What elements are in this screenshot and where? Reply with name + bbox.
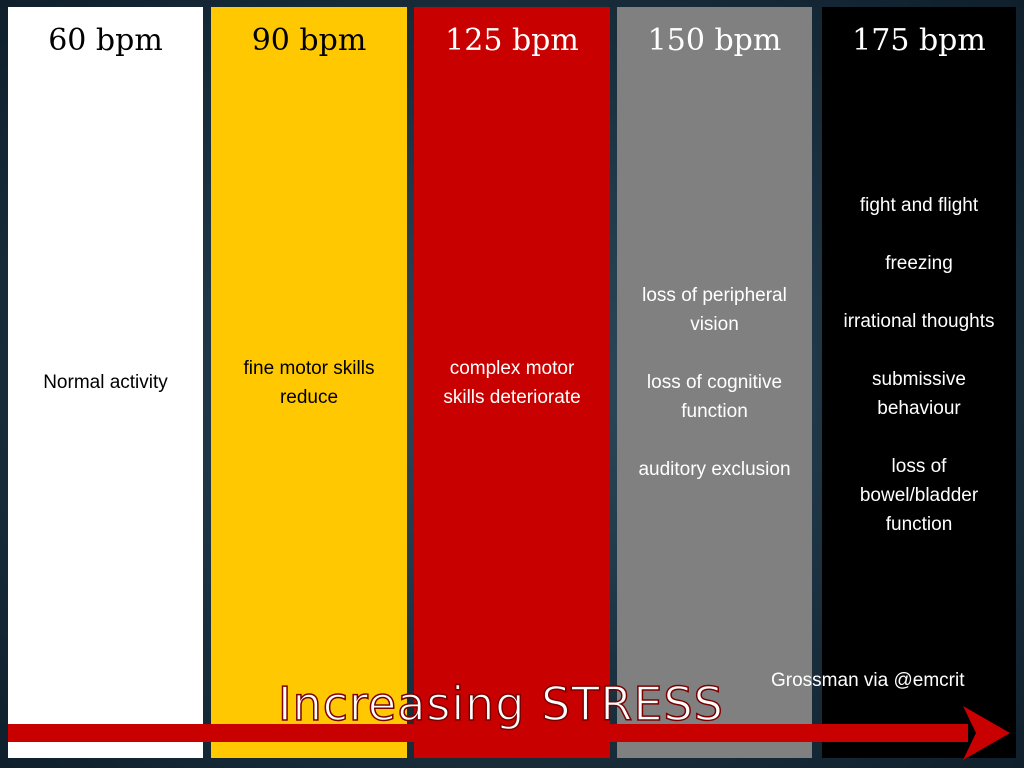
heart-rate-title: 90 bpm bbox=[251, 23, 367, 58]
effect-item: freezing bbox=[885, 252, 953, 274]
stress-column-125-bpm: 125 bpm complex motor skills deteriorate bbox=[414, 7, 610, 758]
heart-rate-title: 60 bpm bbox=[48, 23, 163, 58]
increasing-stress-arrow bbox=[8, 706, 1010, 760]
arrow-head-icon bbox=[963, 706, 1010, 760]
heart-rate-title: 125 bpm bbox=[445, 23, 579, 58]
credit-text: Grossman via @emcrit bbox=[771, 670, 965, 691]
stress-column-150-bpm: 150 bpm loss of peripheral vision loss o… bbox=[617, 7, 812, 758]
effects-list: fine motor skills reduce bbox=[211, 7, 407, 758]
effect-item: auditory exclusion bbox=[638, 459, 791, 480]
heart-rate-title: 150 bpm bbox=[647, 23, 782, 58]
arrow-label: Increasing STRESS bbox=[277, 676, 724, 732]
effect-item: submissive behaviour bbox=[872, 368, 966, 419]
effect-item: loss of peripheral vision bbox=[642, 285, 787, 335]
effects-list: loss of peripheral vision loss of cognit… bbox=[617, 7, 812, 758]
effect-item: fine motor skills reduce bbox=[243, 357, 375, 408]
effect-item: loss of bowel/bladder function bbox=[859, 455, 979, 535]
stress-column-90-bpm: 90 bpm fine motor skills reduce bbox=[211, 7, 407, 758]
stress-column-60-bpm: 60 bpm Normal activity bbox=[8, 7, 203, 758]
effect-item: fight and flight bbox=[859, 194, 979, 216]
effects-list: complex motor skills deteriorate bbox=[414, 7, 610, 758]
effect-item: complex motor skills deteriorate bbox=[443, 357, 581, 408]
effect-item: loss of cognitive function bbox=[646, 372, 783, 422]
heart-rate-title: 175 bpm bbox=[852, 23, 986, 58]
effects-list: Normal activity bbox=[8, 7, 203, 758]
arrow-shaft bbox=[8, 724, 968, 742]
stress-column-175-bpm: 175 bpm fight and flight freezing irrati… bbox=[822, 7, 1016, 758]
effect-item: Normal activity bbox=[43, 372, 168, 393]
effect-item: irrational thoughts bbox=[843, 310, 995, 332]
effects-list: fight and flight freezing irrational tho… bbox=[822, 7, 1016, 758]
